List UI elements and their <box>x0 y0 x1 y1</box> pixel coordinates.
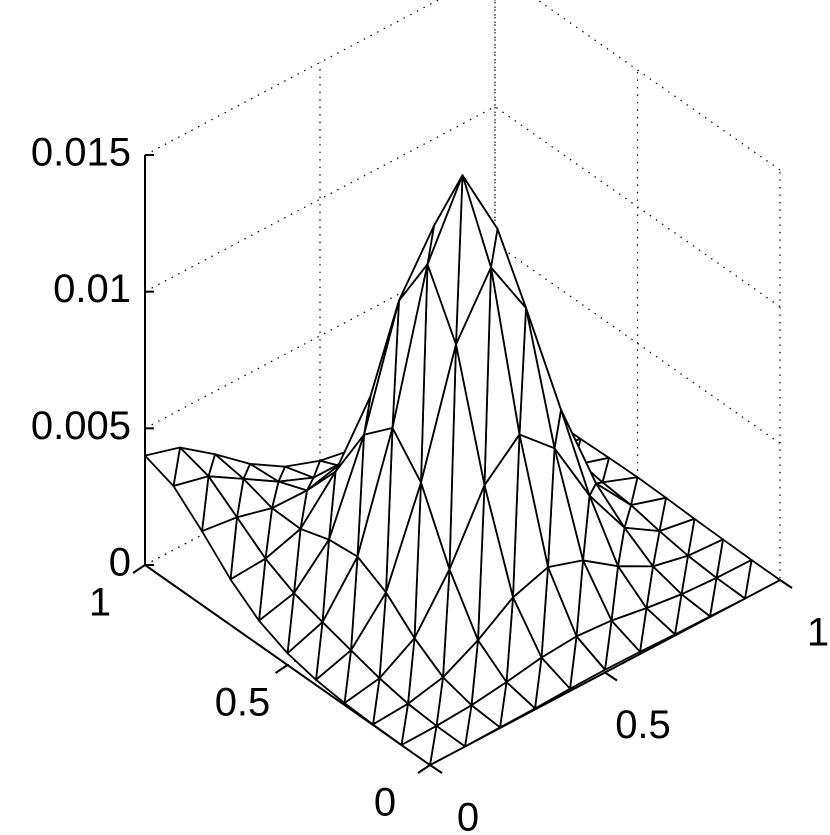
x-tick-label: 0.5 <box>615 703 671 747</box>
mesh-face <box>172 475 210 533</box>
x-tick <box>429 764 443 774</box>
z-tick-label: 0.005 <box>31 404 131 448</box>
mesh-face <box>372 702 409 746</box>
mesh-face <box>258 592 295 655</box>
z-tick-label: 0.01 <box>53 267 131 311</box>
y-tick <box>417 764 431 774</box>
x-tick-label: 1 <box>807 611 829 655</box>
x-tick <box>779 579 793 589</box>
mesh-face <box>286 621 324 681</box>
x-tick <box>604 671 618 682</box>
y-tick-label: 1 <box>89 581 111 625</box>
mesh-face <box>201 516 238 581</box>
mesh-face <box>343 677 381 726</box>
y-tick <box>274 664 289 674</box>
mesh-face <box>400 725 438 766</box>
mesh-face <box>315 649 352 704</box>
z-tick-label: 0.015 <box>31 131 131 175</box>
mesh-face <box>363 299 400 436</box>
mesh-face <box>229 557 267 622</box>
x-tick-label: 0 <box>457 796 479 835</box>
grid-line <box>144 0 781 171</box>
y-tick <box>132 564 146 574</box>
mesh-face <box>144 446 181 487</box>
y-tick-label: 0.5 <box>215 681 271 725</box>
z-tick-label: 0 <box>109 541 131 585</box>
y-tick-label: 0 <box>374 781 396 825</box>
